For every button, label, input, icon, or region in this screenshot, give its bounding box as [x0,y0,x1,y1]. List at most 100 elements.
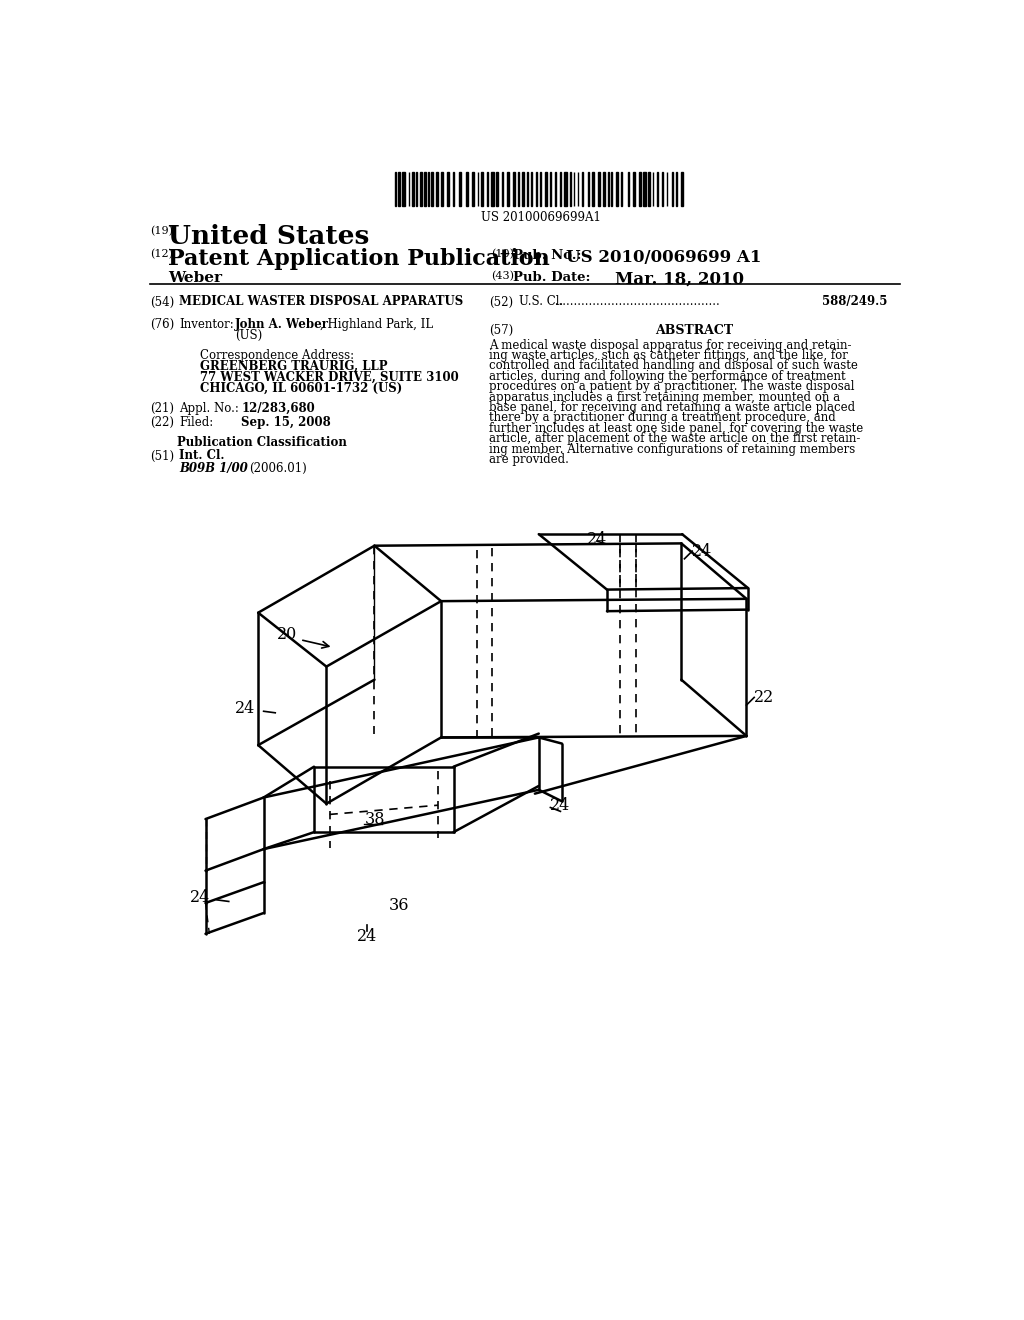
Bar [648,173,649,206]
Text: 77 WEST WACKER DRIVE, SUITE 3100: 77 WEST WACKER DRIVE, SUITE 3100 [200,371,459,384]
Bar [676,173,678,206]
Bar [420,173,422,206]
Text: 24: 24 [190,890,210,906]
Bar [611,173,612,206]
Text: U.S. Cl.: U.S. Cl. [518,296,563,309]
Bar [424,173,426,206]
Text: further includes at least one side panel, for covering the waste: further includes at least one side panel… [489,422,863,434]
Text: articles, during and following the performance of treatment: articles, during and following the perfo… [489,370,846,383]
Text: 24: 24 [356,928,377,945]
Text: US 2010/0069699 A1: US 2010/0069699 A1 [566,249,761,267]
Text: Mar. 18, 2010: Mar. 18, 2010 [614,271,743,288]
Text: 24: 24 [587,531,607,548]
Bar [402,173,404,206]
Text: there by a practitioner during a treatment procedure, and: there by a practitioner during a treatme… [489,412,836,424]
Bar [492,173,494,206]
Text: (US): (US) [234,330,262,342]
Text: article, after placement of the waste article on the first retain-: article, after placement of the waste ar… [489,432,860,445]
Bar [496,173,499,206]
Text: ing waste articles, such as catheter fittings, and the like, for: ing waste articles, such as catheter fit… [489,348,848,362]
Text: base panel, for receiving and retaining a waste article placed: base panel, for receiving and retaining … [489,401,855,414]
Text: ABSTRACT: ABSTRACT [655,323,733,337]
Bar [616,173,617,206]
Bar [441,173,443,206]
Text: ing member. Alternative configurations of retaining members: ing member. Alternative configurations o… [489,442,855,455]
Text: (2006.01): (2006.01) [249,462,306,475]
Text: MEDICAL WASTER DISPOSAL APPARATUS: MEDICAL WASTER DISPOSAL APPARATUS [179,296,464,309]
Text: Pub. Date:: Pub. Date: [513,271,591,284]
Bar [550,173,551,206]
Text: (57): (57) [489,323,513,337]
Bar [518,173,519,206]
Text: (22): (22) [150,416,174,429]
Bar [633,173,635,206]
Bar [507,173,509,206]
Text: procedures on a patient by a practitioner. The waste disposal: procedures on a patient by a practitione… [489,380,855,393]
Bar [398,173,400,206]
Text: (19): (19) [150,226,173,236]
Text: , Highland Park, IL: , Highland Park, IL [321,318,433,331]
Text: John A. Weber: John A. Weber [234,318,329,331]
Bar [598,173,600,206]
Bar [560,173,561,206]
Text: 24: 24 [692,543,713,560]
Text: (54): (54) [150,296,174,309]
Bar [513,173,515,206]
Text: ............................................: ........................................… [551,296,724,309]
Text: GREENBERG TRAURIG, LLP: GREENBERG TRAURIG, LLP [200,360,387,374]
Bar [453,173,455,206]
Text: (51): (51) [150,449,174,462]
Text: (21): (21) [150,401,174,414]
Text: 20: 20 [276,626,297,643]
Text: (52): (52) [489,296,513,309]
Text: 12/283,680: 12/283,680 [241,401,315,414]
Text: 36: 36 [389,896,410,913]
Text: Inventor:: Inventor: [179,318,233,331]
Text: Sep. 15, 2008: Sep. 15, 2008 [241,416,331,429]
Text: (10): (10) [490,249,514,260]
Text: controlled and facilitated handling and disposal of such waste: controlled and facilitated handling and … [489,359,858,372]
Bar [446,173,449,206]
Text: apparatus includes a first retaining member, mounted on a: apparatus includes a first retaining mem… [489,391,841,404]
Bar [588,173,589,206]
Text: US 20100069699A1: US 20100069699A1 [480,211,601,224]
Bar [681,173,683,206]
Bar [436,173,438,206]
Text: Correspondence Address:: Correspondence Address: [200,350,354,363]
Bar [472,173,474,206]
Bar [412,173,414,206]
Bar [643,173,646,206]
Bar [592,173,594,206]
Text: are provided.: are provided. [489,453,569,466]
Text: Appl. No.:: Appl. No.: [179,401,239,414]
Text: Filed:: Filed: [179,416,213,429]
Text: 24: 24 [234,701,255,718]
Bar [459,173,461,206]
Bar [502,173,503,206]
Bar [431,173,432,206]
Bar [603,173,604,206]
Text: Publication Classification: Publication Classification [177,436,347,449]
Text: 24: 24 [550,797,570,813]
Bar [639,173,641,206]
Bar [545,173,547,206]
Bar [621,173,623,206]
Bar [536,173,538,206]
Text: 588/249.5: 588/249.5 [822,296,888,309]
Text: (12): (12) [150,249,173,260]
Bar [481,173,483,206]
Text: CHICAGO, IL 60601-1732 (US): CHICAGO, IL 60601-1732 (US) [200,381,402,395]
Text: Weber: Weber [168,271,222,285]
Bar [466,173,468,206]
Bar [522,173,524,206]
Text: (76): (76) [150,318,174,331]
Bar [564,173,566,206]
Text: A medical waste disposal apparatus for receiving and retain-: A medical waste disposal apparatus for r… [489,339,852,351]
Text: B09B 1/00: B09B 1/00 [179,462,248,475]
Text: Pub. No.:: Pub. No.: [513,249,582,263]
Text: Patent Application Publication: Patent Application Publication [168,248,550,269]
Text: Int. Cl.: Int. Cl. [179,449,224,462]
Text: United States: United States [168,224,370,249]
Text: 38: 38 [365,810,385,828]
Text: 22: 22 [755,689,774,706]
